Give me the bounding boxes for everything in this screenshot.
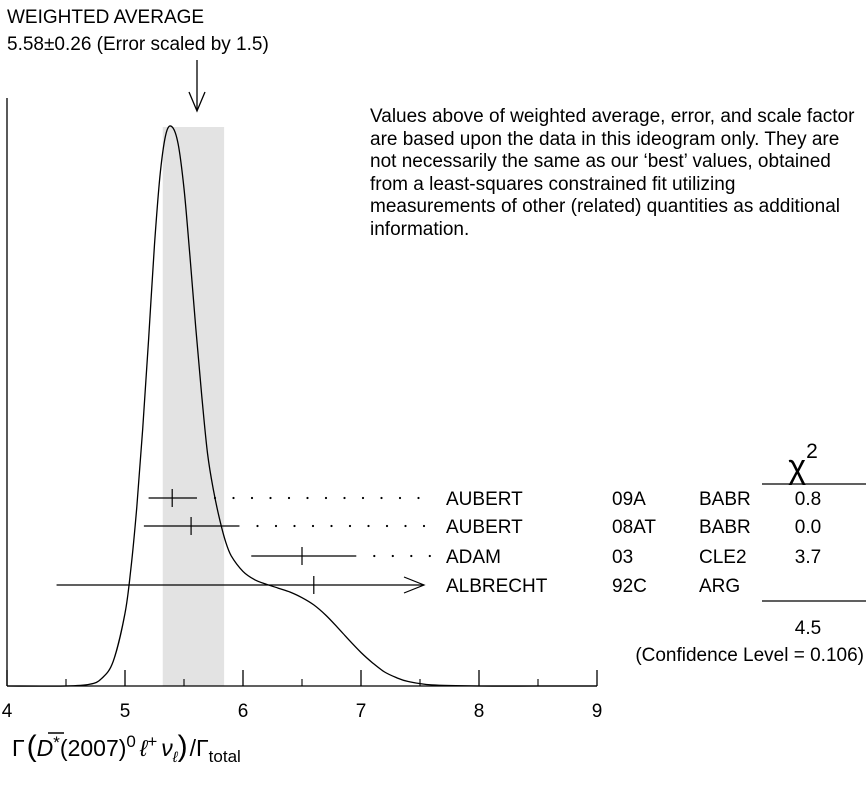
measurement-experiment: ARG <box>699 576 740 597</box>
dot-leader <box>250 496 254 500</box>
measurement-ref: 03 <box>612 547 633 568</box>
dot-leader <box>232 496 235 500</box>
ideogram-note: Values above of weighted average, error,… <box>370 106 855 240</box>
measurement-experiment: BABR <box>699 517 751 538</box>
measurement-chi2: 3.7 <box>795 547 821 568</box>
dot-leader <box>391 554 394 558</box>
measurement-experiment: BABR <box>699 489 751 510</box>
dot-leader <box>311 524 315 528</box>
measurement-row: AUBERT 09A BABR 0.8 <box>148 489 821 510</box>
measurement-ref: 92C <box>612 576 647 597</box>
dot-leader <box>373 554 376 558</box>
dot-leader <box>361 496 365 500</box>
x-tick-label: 9 <box>592 701 603 722</box>
dot-leader <box>404 524 407 528</box>
dot-leader <box>428 554 431 558</box>
x-tick-label: 4 <box>2 701 13 722</box>
x-tick-label: 5 <box>120 701 131 722</box>
measurement-author: ALBRECHT <box>446 576 548 597</box>
x-tick-label: 6 <box>238 701 249 722</box>
x-axis-label: Γ(D*(2007)0 ℓ+ νℓ)/Γtotal <box>12 730 241 766</box>
weighted-average-value: 5.58±0.26 (Error scaled by 1.5) <box>7 34 269 55</box>
measurement-chi2: 0.8 <box>795 489 821 510</box>
dot-leader <box>343 496 346 500</box>
measurement-row: ALBRECHT 92C ARG <box>56 576 740 597</box>
dot-leader <box>213 496 217 500</box>
average-error-band <box>162 127 225 686</box>
dot-leader <box>367 524 370 528</box>
dot-leader <box>274 524 278 528</box>
dot-leader <box>330 524 333 528</box>
dot-leader <box>324 496 328 500</box>
chi2-header: χ2 <box>788 440 818 486</box>
measurement-author: ADAM <box>446 547 501 568</box>
dot-leader <box>293 524 296 528</box>
dot-leader <box>398 496 402 500</box>
chi2-total: 4.5 <box>795 618 821 639</box>
measurement-ref: 08AT <box>612 517 656 538</box>
dot-leader <box>410 554 413 558</box>
measurement-ref: 09A <box>612 489 646 510</box>
x-tick-label: 7 <box>356 701 367 722</box>
dot-leader <box>385 524 389 528</box>
dot-leader <box>417 496 420 500</box>
measurement-author: AUBERT <box>446 517 523 538</box>
arrow-head <box>403 576 426 594</box>
dot-leader <box>422 524 426 528</box>
measurement-row: AUBERT 08AT BABR 0.0 <box>143 517 821 538</box>
measurement-experiment: CLE2 <box>699 547 747 568</box>
weighted-average-title: WEIGHTED AVERAGE <box>7 7 204 28</box>
dot-leader <box>380 496 383 500</box>
measurement-chi2: 0.0 <box>795 517 821 538</box>
x-tick-label: 8 <box>474 701 485 722</box>
measurement-author: AUBERT <box>446 489 523 510</box>
measurement-row: ADAM 03 CLE2 3.7 <box>251 547 821 568</box>
dot-leader <box>306 496 309 500</box>
dot-leader <box>287 496 291 500</box>
average-arrow <box>188 60 206 113</box>
ideogram-curve <box>6 125 597 687</box>
dot-leader <box>348 524 352 528</box>
confidence-level: (Confidence Level = 0.106) <box>635 645 864 666</box>
dot-leader <box>256 524 259 528</box>
dot-leader <box>269 496 272 500</box>
